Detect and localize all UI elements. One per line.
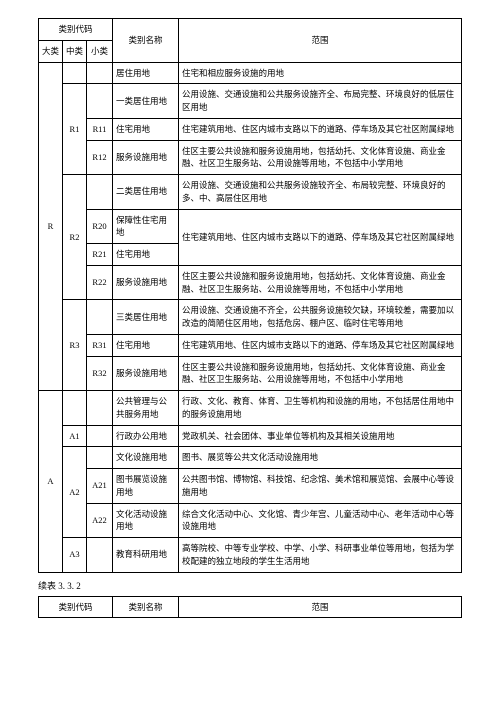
minor-code bbox=[87, 84, 113, 119]
category-name: 公共管理与公共服务用地 bbox=[113, 391, 179, 426]
category-name: 住宅用地 bbox=[113, 334, 179, 356]
table-row: A21图书展览设施用地公共图书馆、博物馆、科技馆、纪念馆、美术馆和展览馆、会展中… bbox=[39, 469, 462, 504]
table-row: A公共管理与公共服务用地行政、文化、教育、体育、卫生等机构和设施的用地，不包括居… bbox=[39, 391, 462, 426]
scope-text: 公用设施、交通设施不齐全，公共服务设施较欠缺，环境较差，需要加以改造的简陋住区用… bbox=[179, 300, 462, 335]
category-name: 保障性住宅用地 bbox=[113, 209, 179, 244]
table-row: A2文化设施用地图书、展览等公共文化活动设施用地 bbox=[39, 447, 462, 469]
scope-text: 住区主要公共设施和服务设施用地，包括幼托、文化体育设施、商业金融、社区卫生服务站… bbox=[179, 356, 462, 391]
minor-code bbox=[87, 175, 113, 210]
scope-text: 公共图书馆、博物馆、科技馆、纪念馆、美术馆和展览馆、会展中心等设施用地 bbox=[179, 469, 462, 504]
scope-text: 公用设施、交通设施和公共服务设施较齐全、布局较完整、环境良好的多、中、高层住区用… bbox=[179, 175, 462, 210]
minor-code: R11 bbox=[87, 118, 113, 140]
scope-text: 住宅建筑用地、住区内城市支路以下的道路、停车场及其它社区附属绿地 bbox=[179, 334, 462, 356]
mid-code: R3 bbox=[63, 300, 87, 391]
table-row: R居住用地住宅和相应服务设施的用地 bbox=[39, 62, 462, 84]
header-row-1: 类别代码 类别名称 范围 bbox=[39, 19, 462, 41]
category-name: 居住用地 bbox=[113, 62, 179, 84]
header-name: 类别名称 bbox=[113, 19, 179, 63]
category-name: 文化活动设施用地 bbox=[113, 503, 179, 538]
minor-code bbox=[87, 62, 113, 84]
scope-text: 党政机关、社会团体、事业单位等机构及其相关设施用地 bbox=[179, 425, 462, 447]
table-row: R12服务设施用地住区主要公共设施和服务设施用地，包括幼托、文化体育设施、商业金… bbox=[39, 140, 462, 175]
scope-text: 公用设施、交通设施和公共服务设施齐全、布局完整、环境良好的低层住区用地 bbox=[179, 84, 462, 119]
minor-code bbox=[87, 447, 113, 469]
mid-code: A2 bbox=[63, 447, 87, 538]
classification-table: 类别代码 类别名称 范围 大类 中类 小类 R居住用地住宅和相应服务设施的用地R… bbox=[38, 18, 462, 573]
category-name: 图书展览设施用地 bbox=[113, 469, 179, 504]
mid-code: A3 bbox=[63, 538, 87, 573]
scope-text: 综合文化活动中心、文化馆、青少年宫、儿童活动中心、老年活动中心等设施用地 bbox=[179, 503, 462, 538]
category-name: 教育科研用地 bbox=[113, 538, 179, 573]
footer-header-name: 类别名称 bbox=[113, 596, 179, 618]
scope-text: 住区主要公共设施和服务设施用地，包括幼托、文化体育设施、商业金融、社区卫生服务站… bbox=[179, 140, 462, 175]
header-mid: 中类 bbox=[63, 40, 87, 62]
table-row: R1一类居住用地公用设施、交通设施和公共服务设施齐全、布局完整、环境良好的低层住… bbox=[39, 84, 462, 119]
table-row: R20保障性住宅用地住宅建筑用地、住区内城市支路以下的道路、停车场及其它社区附属… bbox=[39, 209, 462, 244]
minor-code: R22 bbox=[87, 265, 113, 300]
minor-code: R21 bbox=[87, 244, 113, 266]
footer-header-table: 类别代码 类别名称 范围 bbox=[38, 596, 462, 619]
table-row: R3三类居住用地公用设施、交通设施不齐全，公共服务设施较欠缺，环境较差，需要加以… bbox=[39, 300, 462, 335]
table-row: R32服务设施用地住区主要公共设施和服务设施用地，包括幼托、文化体育设施、商业金… bbox=[39, 356, 462, 391]
mid-code bbox=[63, 62, 87, 84]
minor-code: R31 bbox=[87, 334, 113, 356]
minor-code: R20 bbox=[87, 209, 113, 244]
category-name: 住宅用地 bbox=[113, 244, 179, 266]
mid-code: R1 bbox=[63, 84, 87, 175]
scope-text: 住宅和相应服务设施的用地 bbox=[179, 62, 462, 84]
minor-code bbox=[87, 538, 113, 573]
category-name: 服务设施用地 bbox=[113, 140, 179, 175]
minor-code bbox=[87, 391, 113, 426]
category-name: 一类居住用地 bbox=[113, 84, 179, 119]
table-row: A22文化活动设施用地综合文化活动中心、文化馆、青少年宫、儿童活动中心、老年活动… bbox=[39, 503, 462, 538]
header-code: 类别代码 bbox=[39, 19, 113, 41]
major-code: A bbox=[39, 391, 63, 573]
minor-code: A21 bbox=[87, 469, 113, 504]
scope-text: 行政、文化、教育、体育、卫生等机构和设施的用地，不包括居住用地中的服务设施用地 bbox=[179, 391, 462, 426]
footer-header-row: 类别代码 类别名称 范围 bbox=[39, 596, 462, 618]
minor-code: R12 bbox=[87, 140, 113, 175]
category-name: 住宅用地 bbox=[113, 118, 179, 140]
category-name: 二类居住用地 bbox=[113, 175, 179, 210]
continuation-caption: 续表 3. 3. 2 bbox=[38, 579, 462, 592]
major-code: R bbox=[39, 62, 63, 391]
minor-code bbox=[87, 425, 113, 447]
table-row: R31住宅用地住宅建筑用地、住区内城市支路以下的道路、停车场及其它社区附属绿地 bbox=[39, 334, 462, 356]
mid-code: R2 bbox=[63, 175, 87, 300]
footer-header-code: 类别代码 bbox=[39, 596, 113, 618]
category-name: 三类居住用地 bbox=[113, 300, 179, 335]
scope-text: 住宅建筑用地、住区内城市支路以下的道路、停车场及其它社区附属绿地 bbox=[179, 118, 462, 140]
header-minor: 小类 bbox=[87, 40, 113, 62]
mid-code: A1 bbox=[63, 425, 87, 447]
scope-text: 高等院校、中等专业学校、中学、小学、科研事业单位等用地，包括为学校配建的独立地段… bbox=[179, 538, 462, 573]
minor-code: A22 bbox=[87, 503, 113, 538]
table-row: R11住宅用地住宅建筑用地、住区内城市支路以下的道路、停车场及其它社区附属绿地 bbox=[39, 118, 462, 140]
mid-code bbox=[63, 391, 87, 426]
category-name: 行政办公用地 bbox=[113, 425, 179, 447]
header-scope: 范围 bbox=[179, 19, 462, 63]
header-major: 大类 bbox=[39, 40, 63, 62]
table-row: R22服务设施用地住区主要公共设施和服务设施用地，包括幼托、文化体育设施、商业金… bbox=[39, 265, 462, 300]
footer-header-scope: 范围 bbox=[179, 596, 462, 618]
category-name: 服务设施用地 bbox=[113, 265, 179, 300]
table-row: A3 教育科研用地高等院校、中等专业学校、中学、小学、科研事业单位等用地，包括为学… bbox=[39, 538, 462, 573]
minor-code bbox=[87, 300, 113, 335]
category-name: 文化设施用地 bbox=[113, 447, 179, 469]
scope-text: 住宅建筑用地、住区内城市支路以下的道路、停车场及其它社区附属绿地 bbox=[179, 209, 462, 265]
category-name: 服务设施用地 bbox=[113, 356, 179, 391]
table-row: A1 行政办公用地党政机关、社会团体、事业单位等机构及其相关设施用地 bbox=[39, 425, 462, 447]
scope-text: 住区主要公共设施和服务设施用地，包括幼托、文化体育设施、商业金融、社区卫生服务站… bbox=[179, 265, 462, 300]
minor-code: R32 bbox=[87, 356, 113, 391]
table-row: R2二类居住用地公用设施、交通设施和公共服务设施较齐全、布局较完整、环境良好的多… bbox=[39, 175, 462, 210]
scope-text: 图书、展览等公共文化活动设施用地 bbox=[179, 447, 462, 469]
